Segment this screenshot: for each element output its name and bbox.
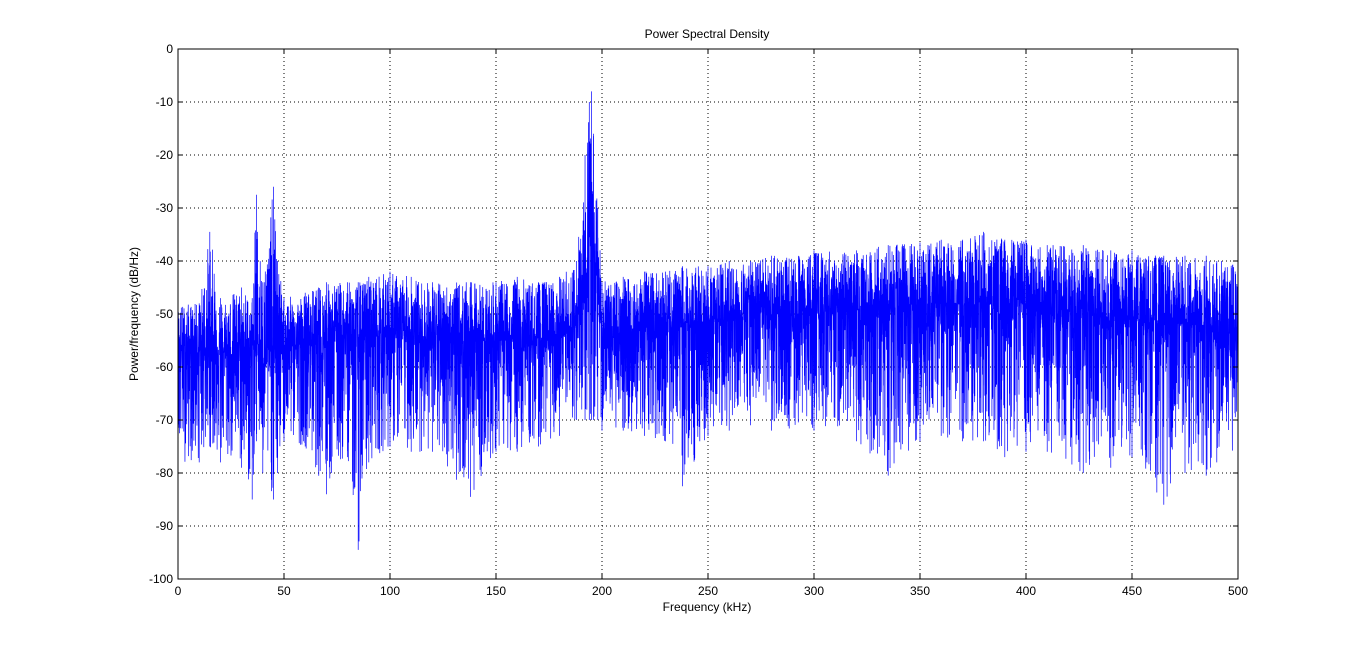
x-tick-label: 350 <box>910 584 930 598</box>
x-tick-label: 500 <box>1228 584 1248 598</box>
y-tick-label: -30 <box>156 201 174 215</box>
psd-line <box>177 91 1239 550</box>
chart-title: Power Spectral Density <box>645 27 770 41</box>
y-tick-label: -20 <box>156 148 174 162</box>
y-tick-label: -90 <box>156 519 174 533</box>
y-tick-label: -60 <box>156 360 174 374</box>
axis-ticks: 0 50 100 150 200 250 300 350 400 450 500 0 -10 -20 -30… <box>149 42 1248 598</box>
x-tick-label: 200 <box>592 584 612 598</box>
x-tick-label: 0 <box>175 584 182 598</box>
y-tick-label: -100 <box>149 572 173 586</box>
x-tick-label: 400 <box>1016 584 1036 598</box>
x-tick-label: 450 <box>1122 584 1142 598</box>
y-tick-label: 0 <box>166 42 173 56</box>
x-tick-label: 150 <box>486 584 506 598</box>
x-tick-label: 50 <box>277 584 291 598</box>
y-tick-label: -40 <box>156 254 174 268</box>
x-tick-label: 300 <box>804 584 824 598</box>
y-tick-label: -50 <box>156 307 174 321</box>
y-axis-label: Power/frequency (dB/Hz) <box>127 247 141 381</box>
y-tick-label: -10 <box>156 95 174 109</box>
y-tick-label: -70 <box>156 413 174 427</box>
x-tick-label: 250 <box>698 584 718 598</box>
y-tick-label: -80 <box>156 466 174 480</box>
x-tick-label: 100 <box>380 584 400 598</box>
psd-trace <box>177 91 1239 550</box>
x-axis-label: Frequency (kHz) <box>663 600 752 614</box>
